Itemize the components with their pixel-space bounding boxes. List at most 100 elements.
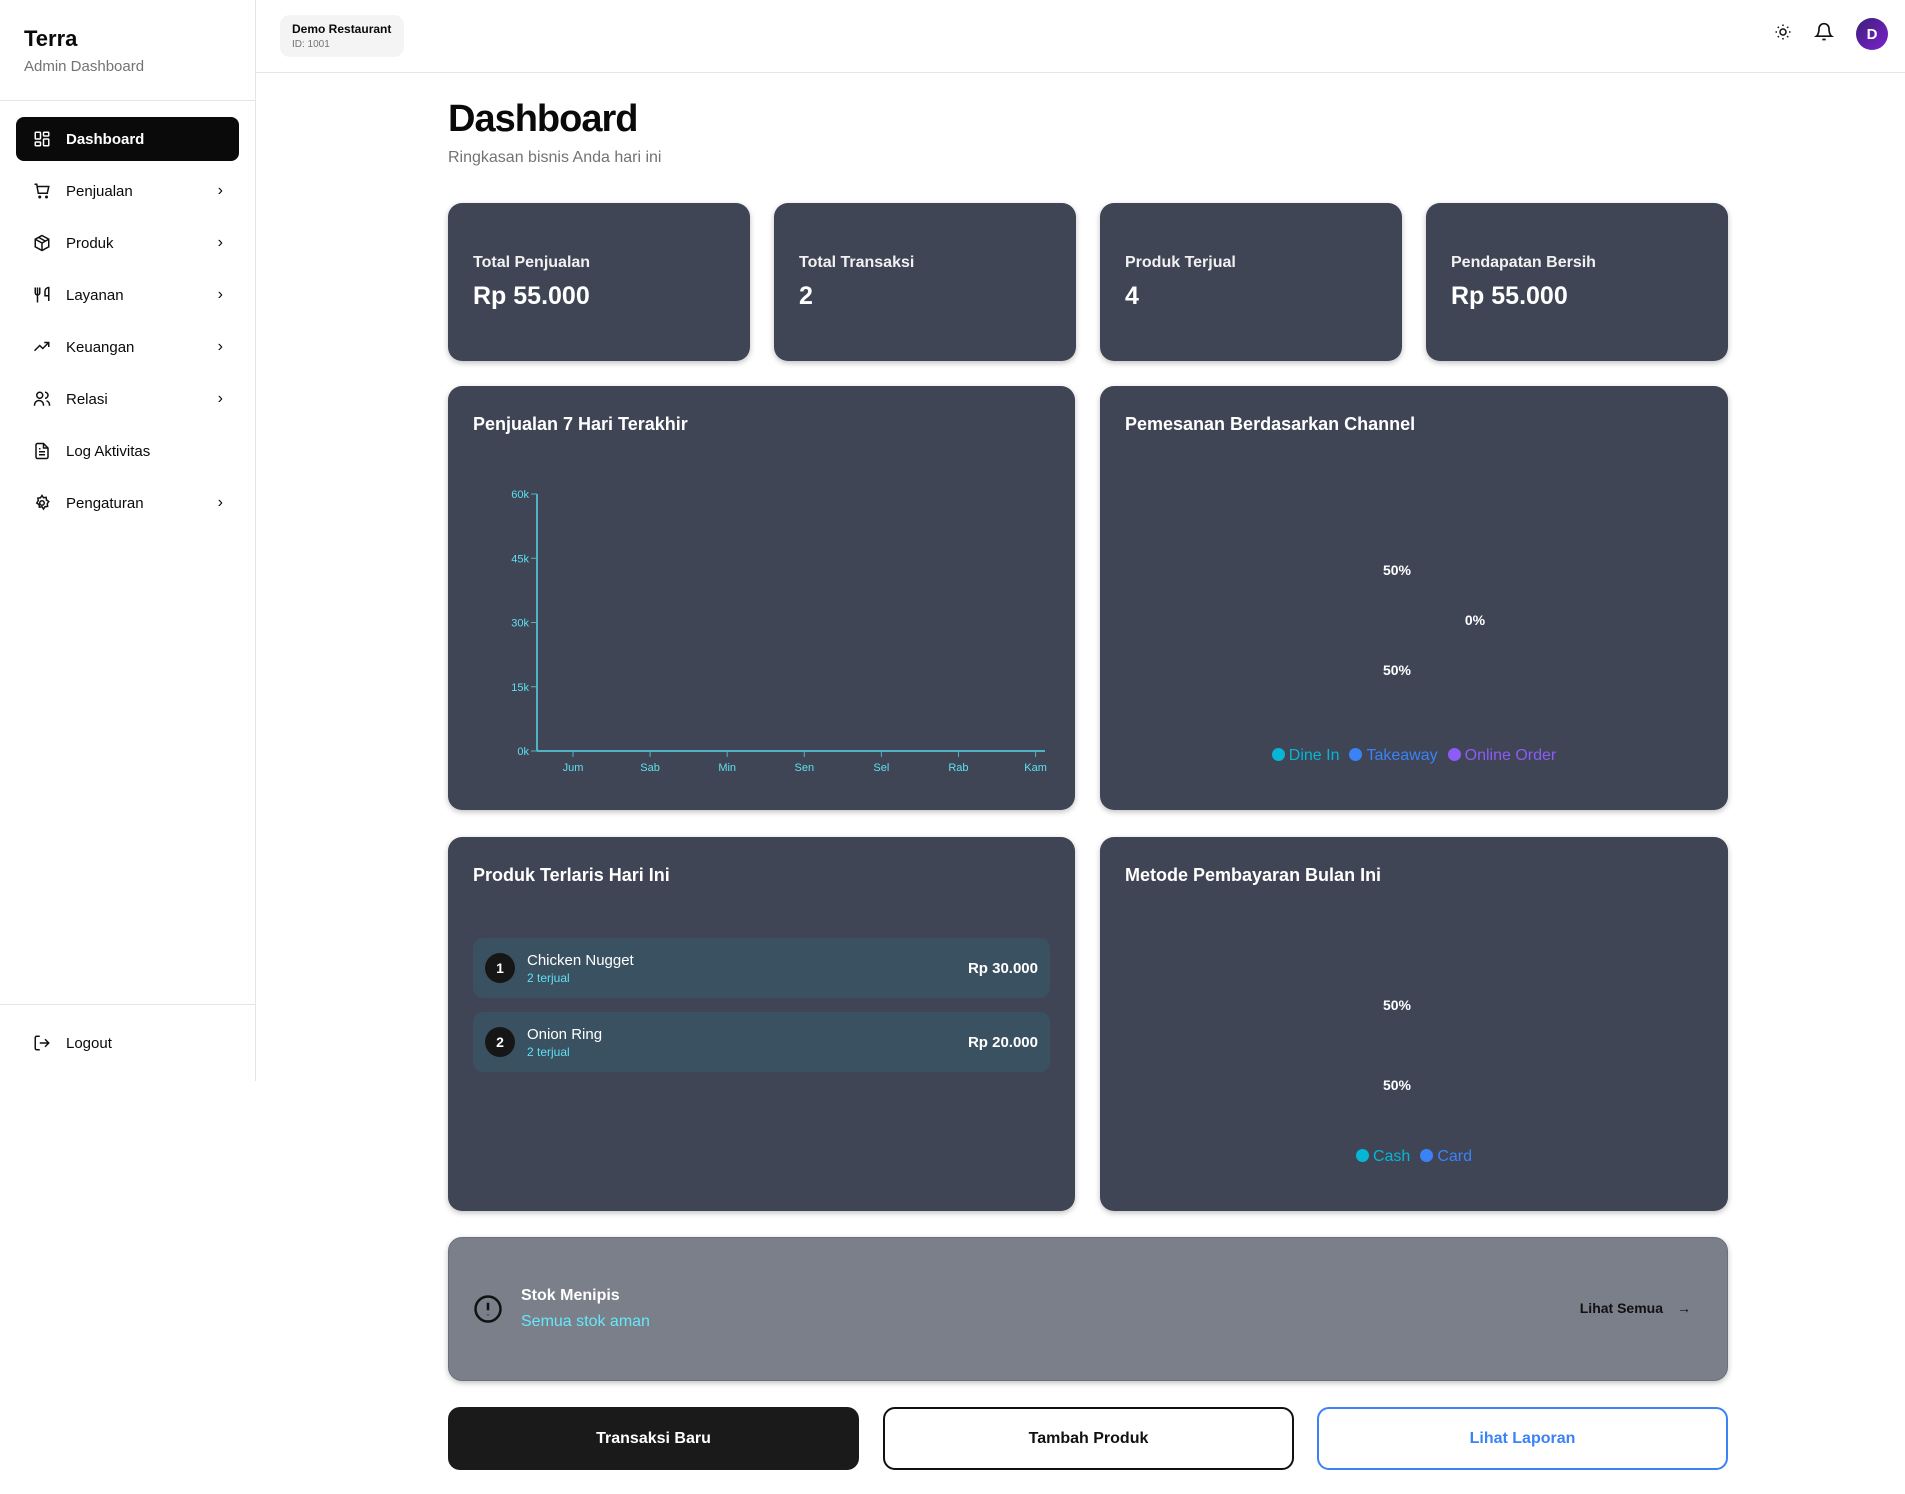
chevron-right-icon: › — [217, 234, 223, 251]
sidebar-item-label: Dashboard — [66, 130, 145, 148]
legend-item-online-order: Online Order — [1447, 747, 1556, 765]
dashboard-grid-icon — [32, 129, 52, 149]
product-name: Onion Ring — [527, 1025, 603, 1043]
sidebar-item-penjualan[interactable]: Penjualan › — [16, 169, 239, 213]
y-tick-label: 60k — [511, 489, 529, 501]
y-tick-label: 30k — [511, 618, 529, 630]
gear-icon — [32, 493, 52, 513]
stat-value: Rp 55.000 — [1451, 282, 1568, 310]
chart-title: Metode Pembayaran Bulan Ini — [1125, 865, 1382, 885]
logout-label: Logout — [66, 1034, 112, 1052]
card-title: Produk Terlaris Hari Ini — [473, 865, 670, 885]
sidebar-item-label: Log Aktivitas — [66, 442, 151, 460]
stat-label: Produk Terjual — [1125, 254, 1236, 271]
payment-chart-card: Metode Pembayaran Bulan Ini 50% 50% Cash… — [1100, 837, 1728, 1211]
sidebar-item-produk[interactable]: Produk › — [16, 221, 239, 265]
new-transaction-button[interactable]: Transaksi Baru — [448, 1407, 859, 1470]
logout-icon — [32, 1033, 52, 1053]
product-sold: 2 terjual — [527, 970, 570, 985]
sales-line-chart: 0k 15k 30k 45k 60k Jum Sab Min Sen Sel Rab Kam — [511, 489, 1047, 774]
page-title: Dashboard — [448, 98, 638, 140]
stock-message: Semua stok aman — [521, 1313, 650, 1330]
header-actions: D — [1774, 18, 1888, 50]
stat-value: Rp 55.000 — [473, 282, 590, 310]
product-list-item[interactable]: 2 Onion Ring 2 terjual Rp 20.000 — [473, 1012, 1050, 1072]
rank-badge: 2 — [485, 1027, 515, 1057]
sidebar-item-dashboard[interactable]: Dashboard — [16, 117, 239, 161]
arrow-right-icon: → — [1677, 1300, 1691, 1316]
x-tick-label: Sen — [794, 762, 814, 774]
chevron-right-icon: › — [217, 390, 223, 407]
stock-title: Stok Menipis — [521, 1287, 620, 1304]
stat-label: Total Penjualan — [473, 254, 591, 271]
utensils-icon — [32, 285, 52, 305]
x-tick-label: Jum — [563, 762, 584, 774]
logout-button[interactable]: Logout — [16, 1021, 239, 1065]
sidebar-item-label: Keuangan — [66, 338, 135, 356]
view-report-button[interactable]: Lihat Laporan — [1317, 1407, 1728, 1470]
avatar[interactable]: D — [1856, 18, 1888, 50]
rank-badge: 1 — [485, 953, 515, 983]
x-tick-label: Min — [718, 762, 736, 774]
brand: Terra Admin Dashboard — [0, 0, 255, 101]
x-tick-label: Kam — [1024, 762, 1047, 774]
legend-item-cash: Cash — [1355, 1148, 1410, 1166]
restaurant-id: ID: 1001 — [292, 39, 330, 50]
stat-card-total-transaksi: Total Transaksi 2 — [774, 203, 1076, 361]
x-tick-label: Sab — [640, 762, 660, 774]
y-tick-label: 0k — [517, 746, 529, 758]
top-header: Demo Restaurant ID: 1001 D — [256, 0, 1905, 73]
logout-section: Logout — [0, 1004, 255, 1089]
sun-icon[interactable] — [1774, 23, 1792, 46]
chart-title: Penjualan 7 Hari Terakhir — [473, 414, 688, 434]
product-revenue: Rp 30.000 — [967, 959, 1038, 977]
channel-chart-card: Pemesanan Berdasarkan Channel 50% 50% 0%… — [1100, 386, 1728, 810]
cart-icon — [32, 181, 52, 201]
product-list-item[interactable]: 1 Chicken Nugget 2 terjual Rp 30.000 — [473, 938, 1050, 998]
legend-item-takeaway: Takeaway — [1349, 747, 1438, 765]
trending-up-icon — [32, 337, 52, 357]
pie-label-online-order: 0% — [1464, 612, 1486, 628]
stat-value: 4 — [1125, 282, 1139, 310]
pie-label-dine-in: 50% — [1382, 562, 1412, 578]
sidebar-item-keuangan[interactable]: Keuangan › — [16, 325, 239, 369]
sidebar-item-label: Pengaturan — [66, 494, 144, 512]
channel-legend: Dine In Takeaway Online Order — [1100, 747, 1728, 765]
sidebar-item-pengaturan[interactable]: Pengaturan › — [16, 481, 239, 525]
stat-label: Total Transaksi — [799, 254, 915, 271]
restaurant-name: Demo Restaurant — [292, 22, 392, 36]
file-text-icon — [32, 441, 52, 461]
sidebar-item-relasi[interactable]: Relasi › — [16, 377, 239, 421]
sidebar-item-layanan[interactable]: Layanan › — [16, 273, 239, 317]
sidebar-item-label: Penjualan — [66, 182, 133, 200]
chevron-right-icon: › — [217, 494, 223, 511]
chevron-right-icon: › — [217, 338, 223, 355]
legend-item-dine-in: Dine In — [1271, 747, 1339, 765]
alert-circle-icon — [473, 1294, 503, 1329]
low-stock-alert: Stok Menipis Semua stok aman Lihat Semua… — [448, 1237, 1728, 1381]
sidebar-nav: Dashboard Penjualan › Produk › Layanan › Ke… — [0, 101, 255, 549]
sidebar-item-label: Relasi — [66, 390, 108, 408]
users-icon — [32, 389, 52, 409]
brand-subtitle: Admin Dashboard — [24, 58, 145, 75]
product-name: Chicken Nugget — [527, 951, 634, 969]
bell-icon[interactable] — [1813, 22, 1835, 47]
sidebar-item-log-aktivitas[interactable]: Log Aktivitas — [16, 429, 239, 473]
sales-chart-card: Penjualan 7 Hari Terakhir 0k 15k 30k 45k 60k… — [448, 386, 1075, 810]
chevron-right-icon: › — [217, 286, 223, 303]
brand-title: Terra — [24, 26, 78, 51]
pie-label-cash: 50% — [1382, 997, 1412, 1013]
stat-card-pendapatan-bersih: Pendapatan Bersih Rp 55.000 — [1426, 203, 1728, 361]
stat-card-produk-terjual: Produk Terjual 4 — [1100, 203, 1402, 361]
y-tick-label: 15k — [511, 682, 529, 694]
package-icon — [32, 233, 52, 253]
stat-label: Pendapatan Bersih — [1451, 254, 1596, 271]
sidebar-item-label: Produk — [66, 234, 114, 252]
add-product-button[interactable]: Tambah Produk — [883, 1407, 1294, 1470]
page-subtitle: Ringkasan bisnis Anda hari ini — [448, 149, 662, 166]
chart-title: Pemesanan Berdasarkan Channel — [1125, 414, 1416, 434]
y-tick-label: 45k — [511, 553, 529, 565]
view-all-link[interactable]: Lihat Semua → — [1580, 1300, 1691, 1316]
sidebar: Terra Admin Dashboard Dashboard Penjuala… — [0, 0, 256, 1081]
restaurant-selector[interactable]: Demo Restaurant ID: 1001 — [280, 15, 404, 57]
